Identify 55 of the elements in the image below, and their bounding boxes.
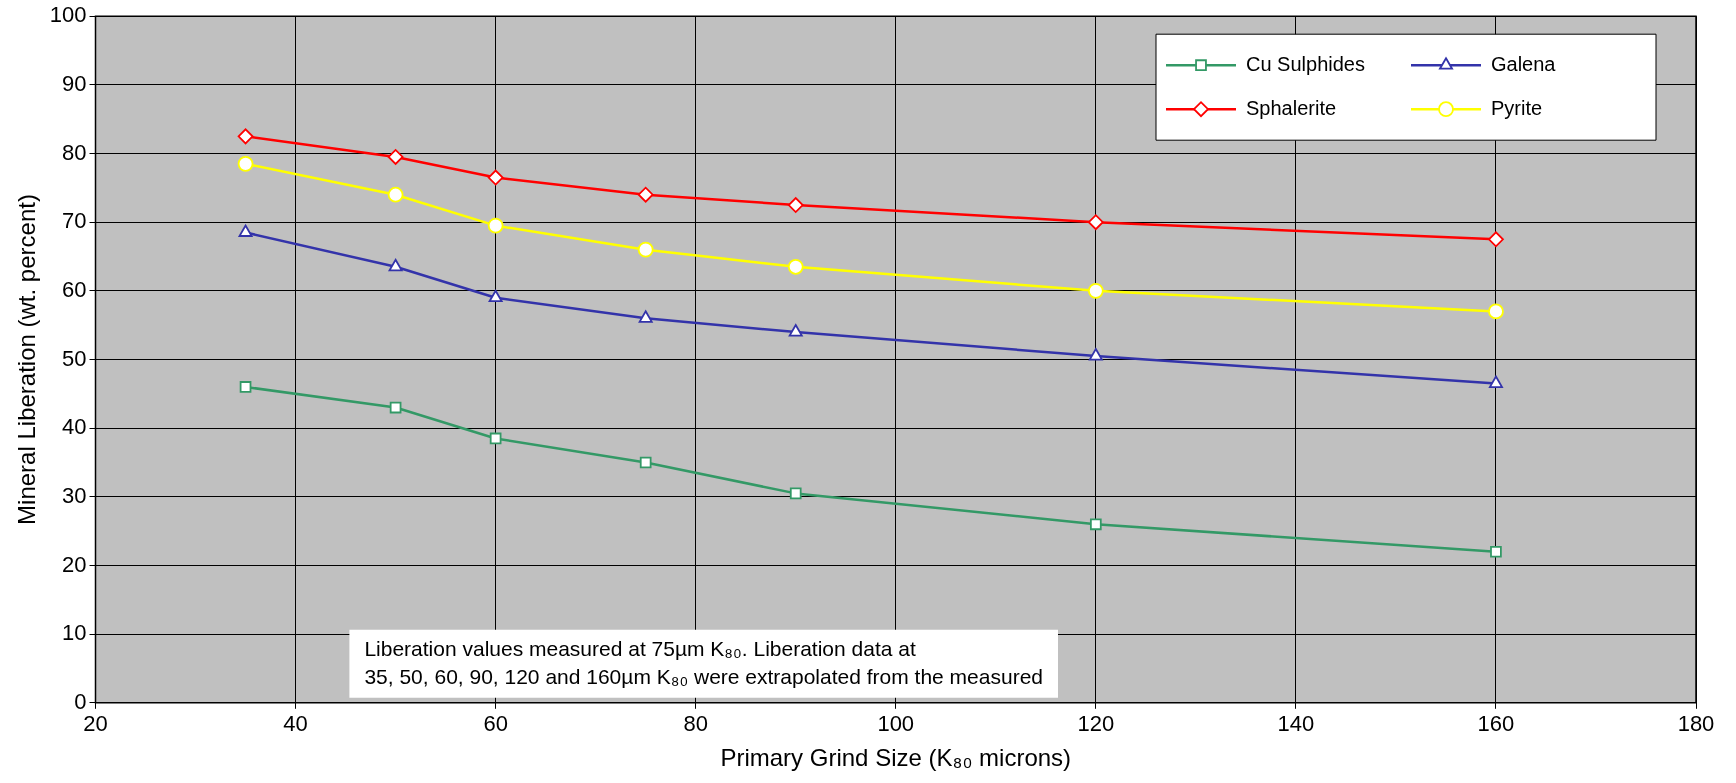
x-tick-label: 40 <box>283 711 308 737</box>
x-tick-label: 100 <box>877 711 915 737</box>
point <box>1488 375 1503 388</box>
point <box>487 217 504 234</box>
annotation: Liberation values measured at 75µm K₈₀. Liberation data at 35, 50, 60, 90, 120 and 160µm K₈₀ were extrapolated from the measured <box>364 636 1043 688</box>
y-tick-label: 0 <box>74 688 87 714</box>
point <box>1488 303 1504 320</box>
legend-label: Sphalerite <box>1246 96 1337 119</box>
point <box>788 324 803 337</box>
point <box>237 128 254 145</box>
point <box>1088 348 1103 361</box>
point <box>1089 518 1102 531</box>
x-tick-label: 120 <box>1077 711 1115 737</box>
point <box>638 310 653 323</box>
point <box>488 289 503 303</box>
x-axis-title: Primary Grind Size (K₈₀ microns) <box>720 744 1072 772</box>
point <box>239 381 252 393</box>
point <box>388 258 403 272</box>
point <box>637 241 654 258</box>
point <box>639 456 652 469</box>
x-tick-label: 180 <box>1677 711 1715 737</box>
legend-label: Galena <box>1491 52 1557 75</box>
point <box>789 487 802 500</box>
point <box>238 224 253 237</box>
x-tick-label: 20 <box>83 711 108 737</box>
legend-label: Pyrite <box>1491 96 1543 119</box>
y-tick-label: 90 <box>62 70 87 96</box>
legend-label: Cu Sulphides <box>1246 52 1365 75</box>
point <box>489 432 502 445</box>
point <box>389 401 402 414</box>
point <box>1087 214 1104 231</box>
point <box>637 186 654 203</box>
point <box>1488 231 1504 248</box>
point <box>387 149 404 165</box>
x-tick-label: 60 <box>483 711 508 737</box>
point <box>787 197 804 213</box>
point <box>1087 282 1104 299</box>
point <box>487 169 504 186</box>
x-tick-label: 80 <box>683 711 708 737</box>
y-tick-label: 40 <box>62 414 87 440</box>
point <box>237 155 254 172</box>
y-tick-label: 50 <box>62 345 87 371</box>
y-axis-title: Mineral Liberation (wt. percent) <box>13 194 41 525</box>
point <box>787 258 804 275</box>
y-tick-label: 10 <box>62 620 87 646</box>
y-tick-label: 20 <box>62 551 87 577</box>
y-tick-label: 80 <box>62 139 87 165</box>
y-tick-label: 70 <box>62 208 87 234</box>
point <box>1490 545 1502 558</box>
y-tick-label: 60 <box>62 276 87 302</box>
x-tick-label: 140 <box>1277 711 1315 737</box>
x-tick-label: 160 <box>1477 711 1515 737</box>
point <box>387 186 404 203</box>
y-tick-label: 100 <box>49 2 87 28</box>
y-tick-label: 30 <box>62 482 87 508</box>
